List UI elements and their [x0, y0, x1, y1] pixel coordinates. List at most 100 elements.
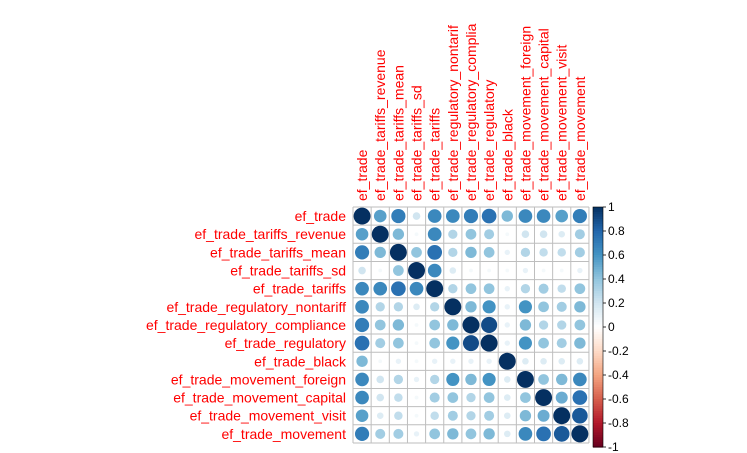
corr-circle-3-11 [559, 268, 564, 273]
corr-circle-0-10 [536, 209, 551, 223]
corr-circle-3-6 [469, 268, 473, 273]
corr-circle-1-1 [371, 225, 389, 243]
colorbar-segment [593, 274, 603, 278]
corr-circle-11-7 [484, 410, 495, 421]
corr-circle-10-9 [520, 392, 531, 403]
correlation-grid [352, 206, 590, 444]
corr-circle-9-11 [556, 373, 568, 386]
colorbar-segment [593, 231, 603, 234]
colorbar-segment [593, 394, 603, 398]
colorbar-tick-label: -0.2 [608, 344, 629, 358]
colorbar-segment [593, 269, 603, 273]
colorbar-tick-label: 0 [608, 320, 615, 334]
colorbar-segment [593, 207, 603, 210]
colorbar-segment [593, 221, 603, 225]
colorbar-segment [593, 250, 603, 254]
corr-circle-0-1 [373, 209, 387, 223]
colorbar-tick-label: -0.6 [608, 392, 629, 406]
colorbar-segment [593, 327, 603, 330]
corr-circle-9-1 [376, 375, 385, 384]
corr-circle-5-12 [574, 301, 586, 313]
colorbar-segment [593, 247, 603, 251]
colorbar-segment [593, 336, 603, 340]
corr-circle-7-2 [393, 337, 404, 349]
colorbar-segment [593, 358, 603, 362]
corr-circle-2-8 [504, 249, 510, 256]
colorbar-segment [593, 322, 603, 326]
column-label: ef_trade_black [499, 108, 515, 201]
corr-circle-4-8 [504, 285, 510, 292]
colorbar-segment [593, 439, 603, 443]
colorbar-segment [593, 384, 603, 388]
corr-circle-6-2 [392, 319, 405, 331]
corr-circle-11-1 [376, 412, 384, 420]
corr-circle-8-1 [378, 359, 383, 364]
corr-circle-2-5 [448, 247, 458, 258]
colorbar-segment [593, 240, 603, 244]
corr-circle-4-2 [391, 281, 406, 297]
colorbar-segment [593, 442, 603, 446]
colorbar-segment [593, 420, 603, 424]
corr-circle-10-3 [414, 395, 419, 400]
row-label: ef_trade_tariffs_sd [230, 263, 346, 279]
colorbar-tick-label: -0.4 [608, 368, 629, 382]
colorbar-segment [593, 382, 603, 386]
column-label: ef_trade_tariffs_sd [409, 85, 425, 201]
corr-circle-10-11 [555, 391, 568, 404]
colorbar-segment [593, 360, 603, 364]
corr-circle-11-11 [553, 407, 571, 425]
corr-circle-2-7 [483, 247, 495, 258]
corr-circle-11-6 [466, 411, 476, 421]
corr-circle-10-7 [483, 392, 495, 403]
correlation-circles [353, 207, 589, 443]
colorbar-segment [593, 315, 603, 318]
colorbar-segment [593, 389, 603, 393]
colorbar-segment [593, 331, 603, 335]
corr-circle-1-2 [392, 228, 405, 240]
corr-circle-1-5 [448, 229, 458, 239]
corr-circle-11-2 [394, 411, 403, 420]
colorbar-segment [593, 339, 603, 342]
corr-circle-5-2 [393, 302, 404, 312]
corr-circle-9-2 [393, 374, 404, 385]
colorbar-tick-label: 0.8 [608, 224, 625, 238]
corr-circle-0-3 [412, 212, 421, 220]
row-label: ef_trade [295, 208, 347, 224]
colorbar-segment [593, 401, 603, 405]
colorbar-segment [593, 300, 603, 304]
row-label: ef_trade_tariffs_mean [210, 244, 346, 260]
corr-circle-12-7 [483, 428, 495, 440]
colorbar-segment [593, 317, 603, 321]
colorbar-segment [593, 267, 603, 270]
row-label: ef_trade_movement_capital [173, 390, 346, 406]
colorbar-segment [593, 276, 603, 280]
corr-circle-8-3 [414, 359, 419, 364]
colorbar-segment [593, 329, 603, 333]
corr-circle-6-5 [447, 319, 459, 331]
colorbar-segment [593, 219, 603, 222]
column-label: ef_trade_movement_capital [536, 28, 552, 201]
colorbar-segment [593, 226, 603, 230]
corr-circle-7-0 [354, 335, 370, 351]
corr-circle-12-6 [465, 428, 477, 440]
corr-circle-1-0 [355, 227, 369, 241]
corr-circle-0-9 [518, 209, 533, 223]
corr-circle-10-4 [429, 392, 440, 403]
corr-circle-12-0 [354, 426, 370, 441]
colorbar-segment [593, 403, 603, 407]
corr-circle-8-9 [522, 357, 529, 365]
colorbar-segment [593, 418, 603, 422]
row-label: ef_trade_movement [221, 426, 346, 442]
corr-circle-1-7 [484, 229, 495, 240]
colorbar-segment [593, 430, 603, 434]
corr-circle-9-5 [446, 372, 460, 386]
row-labels: ef_trade ef_trade_tariffs_revenue ef_trade… [146, 208, 347, 442]
corr-circle-5-9 [518, 300, 532, 314]
colorbar-segment [593, 233, 603, 237]
corr-circle-11-9 [519, 410, 532, 422]
colorbar-segment [593, 432, 603, 436]
corr-circle-2-2 [389, 243, 407, 261]
corr-circle-8-7 [486, 358, 492, 364]
corr-circle-12-1 [375, 428, 386, 439]
